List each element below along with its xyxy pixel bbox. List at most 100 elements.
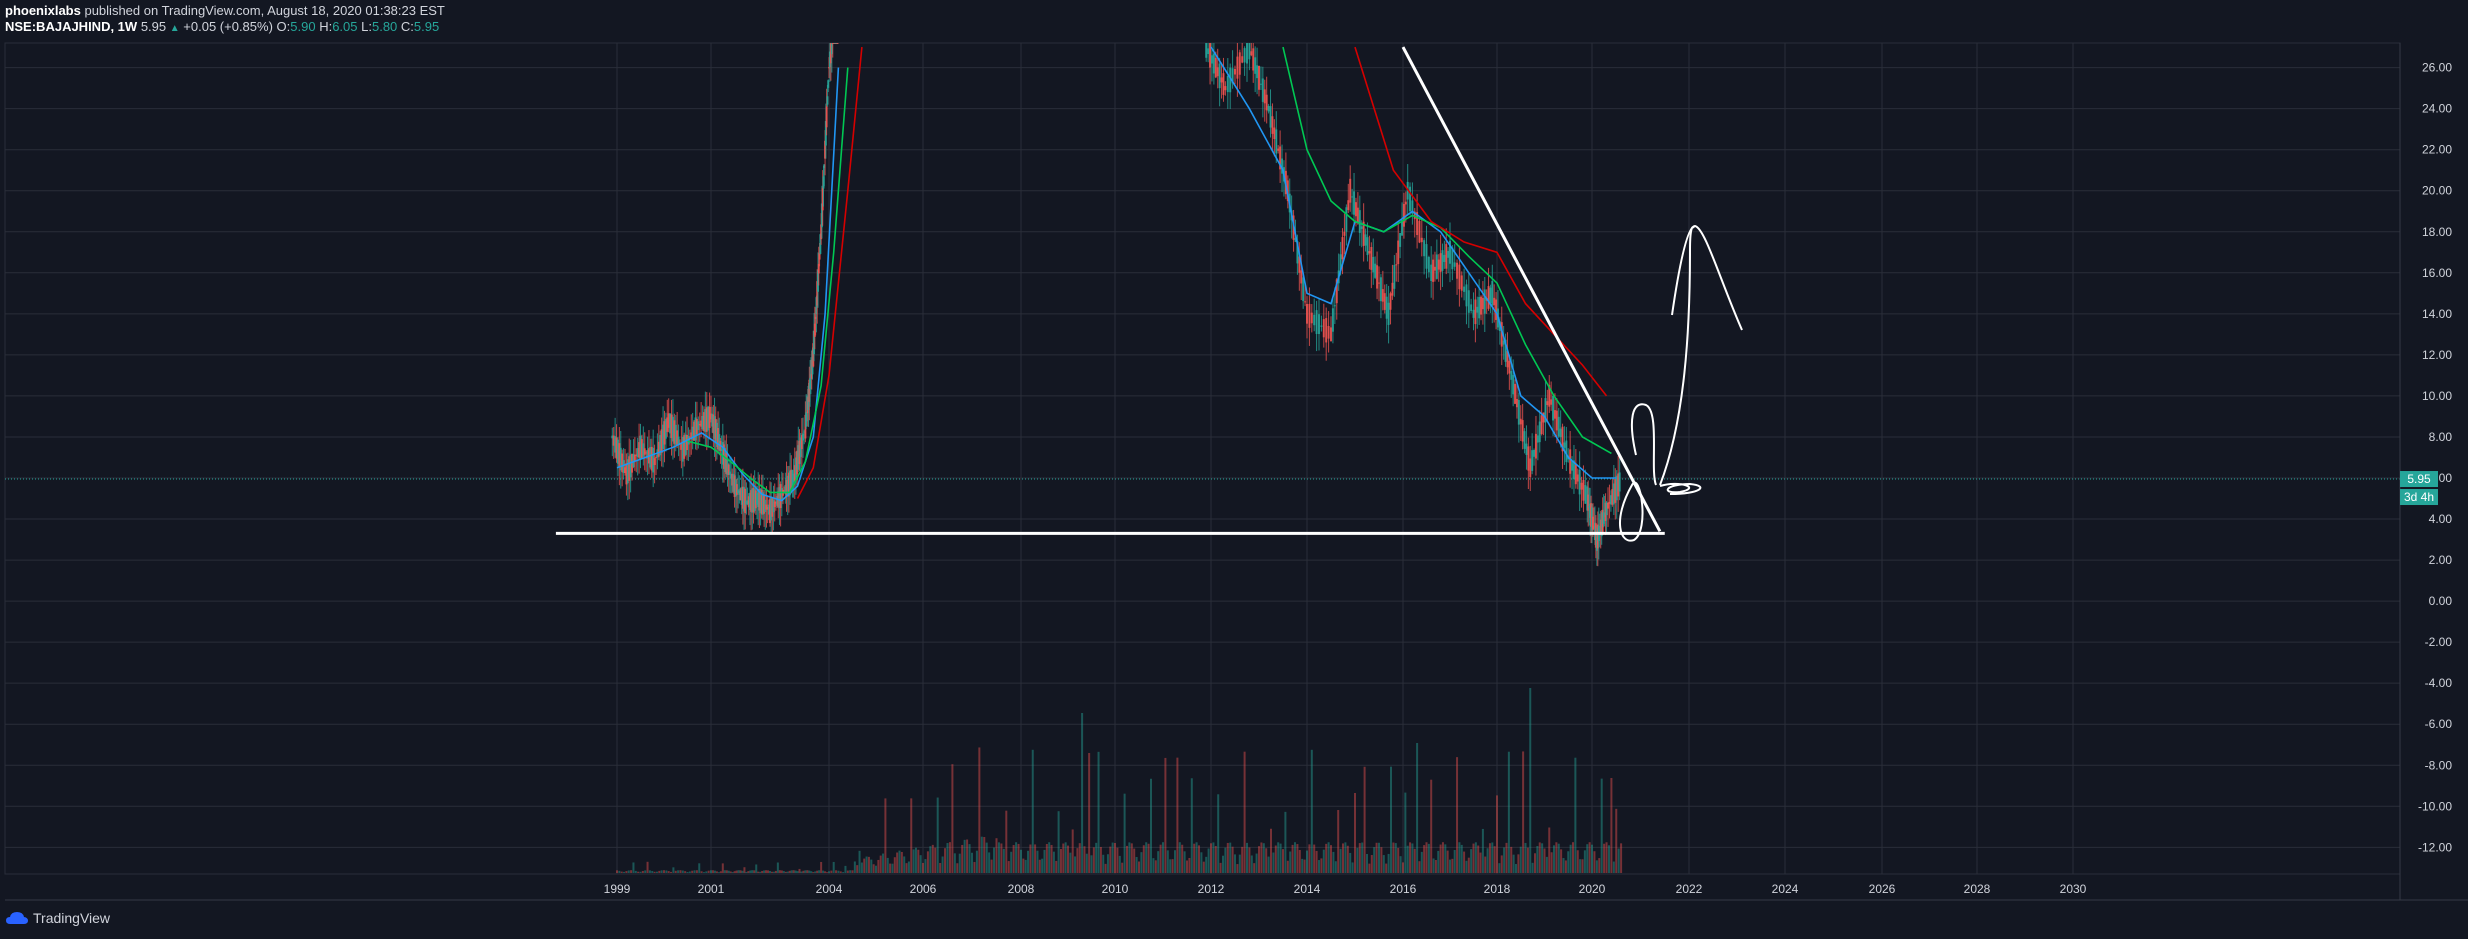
volume-bar — [907, 861, 910, 873]
volume-bar — [1171, 859, 1174, 873]
chart-grid — [4, 42, 2401, 875]
volume-bar — [1048, 842, 1051, 873]
volume-bar — [618, 870, 621, 873]
volume-bar — [860, 862, 863, 873]
candle-body — [670, 414, 673, 438]
candle-body — [1572, 460, 1575, 480]
y-tick-label: -8.00 — [2425, 758, 2453, 772]
volume-bar — [828, 871, 830, 873]
volume-bar — [973, 862, 976, 873]
candle-body — [821, 187, 824, 211]
x-tick-label: 2008 — [1008, 882, 1035, 896]
candle-body — [816, 281, 819, 306]
volume-bar — [1354, 793, 1356, 873]
price-tag-value: 5.95 — [2407, 472, 2431, 486]
volume-bar — [1491, 842, 1494, 873]
volume-bar — [667, 871, 670, 873]
candle-body — [1557, 416, 1560, 437]
candle-body — [1381, 289, 1384, 302]
volume-bar — [1593, 851, 1596, 873]
candle-body — [1209, 43, 1212, 68]
candle-body — [793, 465, 796, 481]
candle-body — [1555, 410, 1558, 431]
candle-body — [1374, 263, 1377, 278]
volume-bar — [1603, 843, 1606, 873]
candle-body — [628, 456, 631, 481]
volume-bar — [1031, 749, 1034, 873]
volume-bar — [698, 863, 701, 873]
x-tick-label: 2030 — [2060, 882, 2087, 896]
x-tick-label: 2010 — [1102, 882, 1129, 896]
candle-body — [1542, 412, 1545, 423]
candle-body — [747, 496, 750, 508]
candle-body — [813, 323, 816, 337]
candle-body — [1435, 254, 1438, 279]
candle-body — [774, 501, 777, 504]
close-label: C: — [400, 19, 414, 34]
candle-body — [1515, 398, 1518, 408]
volume-bar — [644, 870, 647, 873]
volume-bar — [705, 871, 708, 873]
publish-info: phoenixlabs published on TradingView.com… — [5, 3, 445, 19]
volume-bar — [729, 871, 732, 873]
author-name[interactable]: phoenixlabs — [5, 3, 81, 18]
volume-bar — [1027, 850, 1030, 873]
volume-bar — [988, 852, 991, 873]
candle-body — [1582, 479, 1585, 501]
volume-bar — [1222, 855, 1224, 873]
candle-body — [820, 224, 823, 240]
volume-bar — [1569, 844, 1572, 873]
volume-bar — [1111, 842, 1114, 873]
volume-bar — [983, 837, 986, 873]
candle-body — [796, 450, 799, 475]
volume-bar — [863, 858, 866, 873]
volume-bar — [1010, 851, 1013, 873]
candle-body — [728, 471, 731, 475]
volume-bar — [1430, 779, 1433, 873]
candle-body — [677, 436, 680, 445]
volume-bar — [786, 871, 789, 873]
volume-bar — [1344, 842, 1347, 873]
candle-body — [1279, 146, 1282, 170]
candle-body — [1430, 264, 1433, 281]
volume-bar — [1583, 850, 1586, 873]
volume-bar — [648, 870, 651, 873]
volume-bar — [634, 870, 637, 873]
candle-body — [1389, 293, 1392, 310]
candle-body — [1534, 433, 1537, 459]
volume-bar — [1195, 842, 1198, 873]
x-tick-label: 2004 — [816, 882, 843, 896]
candle-body — [681, 436, 684, 462]
volume-bar — [1138, 861, 1140, 873]
candle-body — [827, 80, 830, 88]
candle-body — [1527, 446, 1530, 471]
candle-body — [761, 492, 764, 515]
volume-bar — [1150, 778, 1152, 873]
volume-bar — [1402, 862, 1404, 873]
candle-body — [1353, 191, 1356, 215]
volume-bar — [1255, 853, 1258, 873]
volume-bar — [1545, 856, 1548, 873]
candle-body — [826, 96, 829, 105]
candle-body — [1587, 494, 1590, 511]
candle-body — [814, 316, 817, 320]
candle-body — [1531, 450, 1534, 471]
volume-bar — [966, 839, 969, 873]
candle-body — [1544, 398, 1547, 423]
x-tick-label: 2016 — [1390, 882, 1417, 896]
candle-body — [769, 498, 771, 524]
volume-bar — [1467, 857, 1470, 873]
candle-body — [1306, 304, 1308, 324]
y-tick-label: 18.00 — [2422, 225, 2452, 239]
volume-bar — [1085, 853, 1088, 873]
tradingview-logo[interactable]: TradingView — [6, 910, 110, 926]
volume-bar — [1315, 850, 1318, 873]
candle-body — [697, 421, 700, 431]
volume-bar — [1423, 845, 1426, 873]
symbol-label[interactable]: NSE:BAJAJHIND, 1W — [5, 19, 138, 34]
candle-body — [1480, 296, 1483, 315]
volume-bar — [1097, 751, 1100, 873]
candle-body — [674, 424, 677, 445]
volume-bar — [1411, 843, 1414, 873]
